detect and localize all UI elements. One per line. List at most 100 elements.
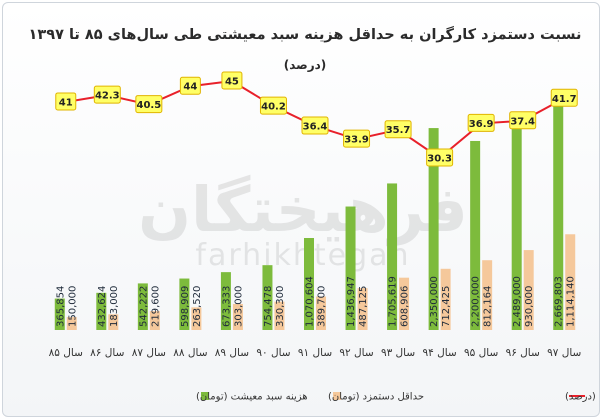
category-label: سال ۸۸ [173, 347, 207, 359]
bar-min-wage [482, 260, 493, 330]
ratio-data-label: 40.5 [137, 100, 162, 111]
bar-value-label-min-wage: 330,300 [275, 286, 286, 327]
bar-min-wage [66, 317, 77, 330]
bar-value-label-living-cost: 2,669,803 [554, 276, 565, 327]
bar-living-cost [345, 206, 356, 330]
chart-canvas: فرهیختگان farhikhtegan نسبت دستمزد کارگر… [29, 25, 599, 403]
bar-min-wage [149, 311, 160, 330]
bar-value-label-min-wage: 487,125 [358, 286, 369, 327]
bar-min-wage [357, 288, 368, 330]
category-label: سال ۹۶ [506, 347, 540, 359]
bar-living-cost [54, 298, 65, 330]
ratio-label-box [550, 88, 578, 107]
bar-min-wage [108, 314, 119, 330]
bar-value-label-min-wage: 150,000 [67, 286, 78, 327]
ratio-label-box [384, 120, 412, 139]
category-label: سال ۸۵ [49, 347, 83, 359]
ratio-label-box [426, 148, 454, 167]
legend-label-ratio: نسبت مزد به پوشش حداقل هزینه سبد معیشتی … [565, 392, 599, 403]
ratio-label-box [179, 76, 201, 95]
bar-value-label-living-cost: 432,624 [97, 286, 108, 327]
category-label: سال ۸۶ [90, 347, 124, 359]
ratio-data-label: 41 [59, 97, 73, 108]
category-label: سال ۹۷ [547, 347, 581, 359]
ratio-data-label: 44 [183, 82, 197, 93]
bar-min-wage [523, 250, 534, 330]
ratio-data-label: 35.7 [386, 125, 411, 136]
bar-min-wage [316, 296, 326, 330]
bar-value-label-living-cost: 365,854 [55, 286, 66, 327]
bar-value-label-living-cost: 2,200,000 [471, 276, 482, 327]
chart-subtitle: (درصد) [284, 58, 327, 72]
legend-swatch-min-wage [333, 392, 341, 400]
bar-value-label-min-wage: 1,114,140 [566, 276, 577, 327]
bar-value-label-min-wage: 812,164 [483, 286, 494, 327]
bar-value-label-living-cost: 673,333 [221, 286, 232, 327]
category-label: سال ۹۳ [381, 347, 415, 359]
bar-value-label-living-cost: 1,436,947 [346, 276, 357, 327]
category-label: سال ۸۹ [215, 347, 249, 359]
category-label: سال ۸۷ [132, 347, 166, 359]
bar-value-label-min-wage: 219,600 [150, 286, 161, 327]
ratio-label-box [55, 92, 77, 111]
legend-label-min-wage: حداقل دستمزد (تومان) [328, 392, 424, 403]
bar-living-cost [387, 183, 398, 330]
ratio-label-box [259, 96, 287, 115]
bar-living-cost [220, 272, 231, 330]
svg-text:farhikhtegan: farhikhtegan [195, 238, 410, 273]
bar-living-cost [304, 238, 314, 330]
category-label: سال ۹۱ [298, 347, 332, 359]
bar-living-cost [553, 100, 564, 331]
bar-living-cost [470, 140, 481, 330]
line-layer: 41 42.3 40.5 44 45 40.2 36.4 33.9 35.7 30.3 36.9 37… [55, 71, 578, 167]
bar-value-label-min-wage: 608,906 [400, 286, 411, 327]
category-label: سال ۹۵ [464, 347, 498, 359]
ratio-data-label: 40.2 [261, 102, 286, 113]
bar-value-label-living-cost: 1,070,604 [305, 276, 316, 327]
watermark-logo-text: فرهیختگان [138, 173, 468, 246]
legend-label-living-cost: هزینه سبد معیشت (تومان) [196, 392, 308, 403]
ratio-label-box [343, 129, 371, 148]
category-label: سال ۹۰ [256, 347, 290, 359]
ratio-data-label: 45 [225, 77, 239, 88]
category-label: سال ۹۲ [339, 347, 373, 359]
watermark: فرهیختگان farhikhtegan [138, 173, 468, 273]
bar-min-wage [399, 277, 410, 330]
bar-living-cost [262, 265, 273, 330]
ratio-data-label: 41.7 [552, 94, 577, 105]
bar-min-wage [191, 307, 202, 330]
ratio-label-box [509, 111, 537, 130]
ratio-data-label: 36.4 [303, 122, 328, 133]
bar-value-label-min-wage: 263,520 [192, 286, 203, 327]
bar-min-wage [565, 234, 576, 330]
bar-value-label-min-wage: 712,425 [441, 286, 452, 327]
ratio-data-label: 33.9 [344, 135, 369, 146]
bar-living-cost [96, 292, 107, 330]
category-axis: سال ۸۵ سال ۸۶ سال ۸۷ سال ۸۸ سال ۸۹ سال ۹۰ سال … [49, 347, 582, 359]
ratio-label-box [467, 113, 495, 132]
ratio-data-label: 30.3 [427, 154, 452, 165]
ratio-data-label: 37.4 [510, 116, 535, 127]
ratio-label-box [93, 85, 121, 104]
ratio-label-box [135, 95, 163, 114]
bars-layer: 365,854 150,000 432,624 183,000 542,222 219,6… [54, 100, 577, 331]
category-label: سال ۹۴ [422, 347, 456, 359]
bar-min-wage [274, 301, 285, 330]
bar-living-cost [137, 283, 148, 330]
bar-value-label-living-cost: 542,222 [138, 286, 149, 327]
bar-min-wage [440, 268, 451, 330]
bar-living-cost [511, 116, 522, 330]
ratio-label-box [221, 71, 243, 90]
bar-min-wage [232, 303, 243, 330]
bar-value-label-min-wage: 183,000 [109, 286, 120, 327]
bar-value-label-living-cost: 2,489,000 [512, 276, 523, 327]
bar-value-label-min-wage: 389,700 [317, 286, 328, 327]
bar-value-label-living-cost: 1,705,619 [388, 276, 399, 327]
ratio-label-box [301, 116, 329, 135]
bar-living-cost [179, 278, 190, 330]
legend-swatch-living-cost [201, 392, 209, 400]
bar-living-cost [428, 128, 439, 330]
bar-value-label-living-cost: 754,478 [263, 286, 274, 327]
legend: نسبت مزد به پوشش حداقل هزینه سبد معیشتی … [196, 392, 599, 403]
